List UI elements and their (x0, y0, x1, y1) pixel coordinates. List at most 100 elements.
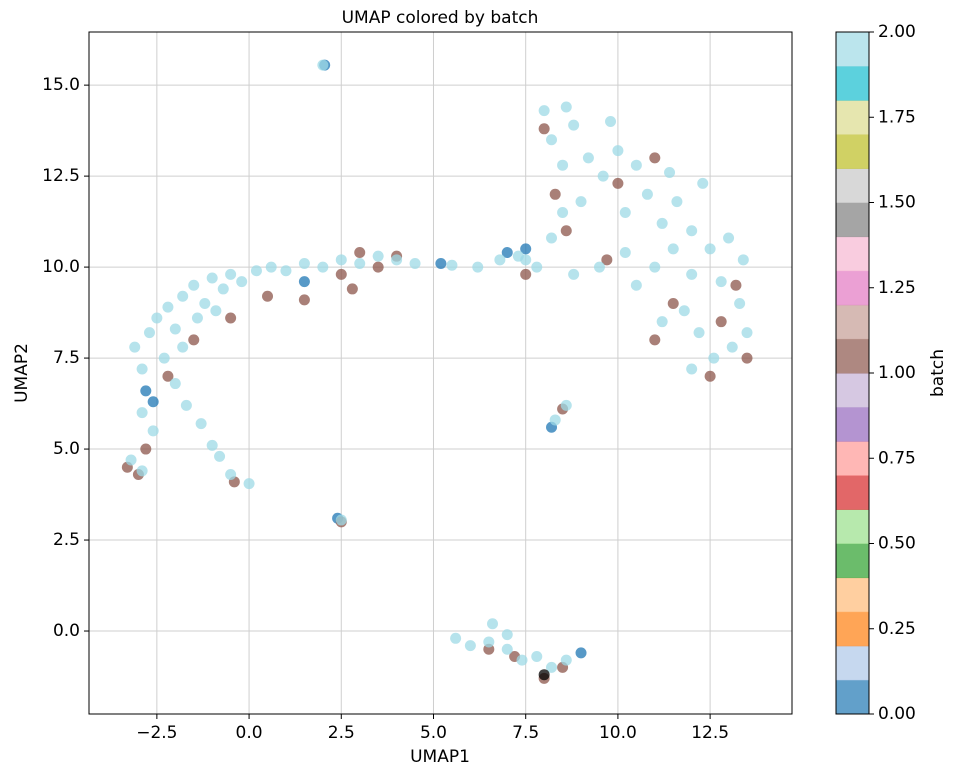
point (136, 407, 148, 419)
point (520, 243, 532, 255)
colorbar-segment (836, 611, 869, 647)
point (538, 669, 550, 681)
point (597, 170, 609, 182)
point (177, 341, 189, 353)
point (549, 188, 561, 200)
colorbar-segment (836, 236, 869, 272)
point (538, 123, 550, 135)
point (575, 647, 587, 659)
point (704, 243, 716, 255)
x-tick-label: −2.5 (136, 723, 177, 743)
point (335, 514, 347, 526)
point (730, 279, 742, 291)
point (494, 254, 506, 266)
colorbar-segment (836, 202, 869, 238)
point (391, 254, 403, 266)
point (206, 439, 218, 451)
point (734, 297, 746, 309)
point (531, 650, 543, 662)
point (335, 254, 347, 266)
point (435, 257, 447, 269)
point (723, 232, 735, 244)
colorbar-segment (836, 373, 869, 408)
point (664, 166, 676, 178)
colorbar-segment (836, 543, 869, 579)
point (147, 396, 159, 408)
point (697, 177, 709, 189)
y-tick-label: 2.5 (53, 530, 80, 550)
point (158, 352, 170, 364)
colorbar-segment (836, 475, 869, 510)
point (372, 250, 384, 262)
y-tick-label: 0.0 (53, 621, 80, 641)
point (136, 465, 148, 477)
point (129, 341, 141, 353)
colorbar-tick-label: 1.00 (878, 363, 916, 383)
point (298, 257, 310, 269)
x-tick-label: 0.0 (236, 723, 263, 743)
point (262, 290, 274, 302)
point (630, 279, 642, 291)
point (593, 261, 605, 273)
colorbar-tick-label: 1.25 (878, 278, 916, 298)
point (520, 268, 532, 280)
point (708, 352, 720, 364)
point (516, 654, 528, 666)
point (715, 316, 727, 328)
y-tick-label: 10.0 (42, 257, 80, 277)
colorbar-segment (836, 645, 869, 681)
point (195, 418, 207, 430)
point (686, 225, 698, 237)
point (678, 305, 690, 317)
point (354, 257, 366, 269)
point (568, 268, 580, 280)
point (715, 276, 727, 288)
point (140, 443, 152, 455)
colorbar-segment (836, 407, 869, 442)
point (206, 272, 218, 284)
point (693, 327, 705, 339)
point (560, 225, 572, 237)
point (298, 276, 310, 288)
point (180, 399, 192, 411)
point (546, 232, 558, 244)
point (538, 105, 550, 117)
point (630, 159, 642, 171)
point (601, 254, 613, 266)
colorbar-segment (836, 509, 869, 544)
point (243, 478, 255, 490)
point (225, 469, 237, 481)
point (649, 261, 661, 273)
y-tick-label: 15.0 (42, 75, 80, 95)
colorbar-segment (836, 577, 869, 613)
point (317, 59, 329, 71)
colorbar-tick-label: 0.00 (878, 704, 916, 724)
point (575, 196, 587, 208)
point (704, 370, 716, 382)
point (686, 268, 698, 280)
point (619, 207, 631, 219)
point (737, 254, 749, 266)
point (546, 661, 558, 673)
point (280, 265, 292, 277)
point (162, 301, 174, 313)
x-axis-label: UMAP1 (410, 747, 470, 767)
plot-frame (88, 31, 793, 715)
colorbar-tick-label: 2.00 (878, 22, 916, 42)
point (210, 305, 222, 317)
point (169, 378, 181, 390)
point (667, 297, 679, 309)
point (177, 290, 189, 302)
point (612, 177, 624, 189)
colorbar-segment (836, 441, 869, 476)
colorbar-segment (836, 100, 869, 135)
point (188, 334, 200, 346)
colorbar-tick-label: 0.75 (878, 448, 916, 468)
x-tick-label: 5.0 (420, 723, 447, 743)
point (619, 247, 631, 259)
point (450, 632, 462, 644)
point (741, 327, 753, 339)
point (346, 283, 358, 295)
point (225, 268, 237, 280)
